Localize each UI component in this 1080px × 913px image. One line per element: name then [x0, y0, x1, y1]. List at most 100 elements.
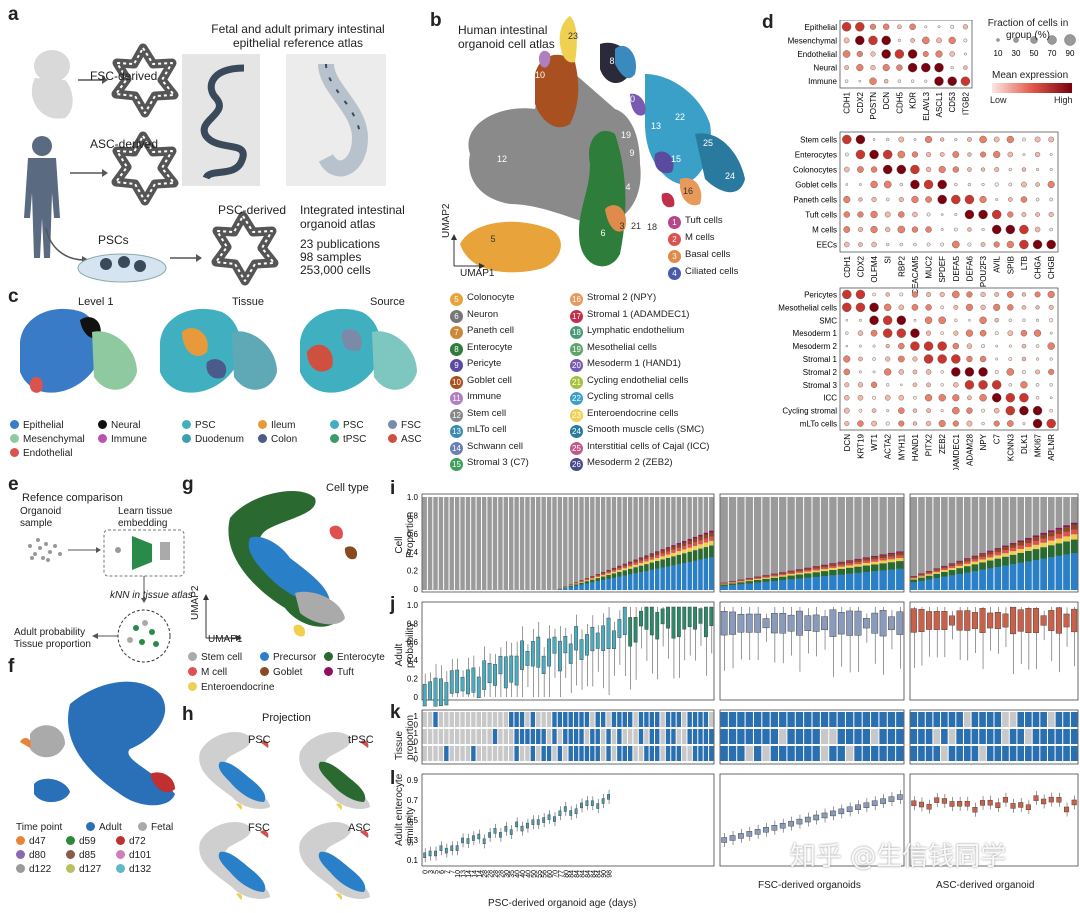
dot-d3-7-3 [886, 383, 890, 387]
bar-seg-1-19-5 [879, 554, 887, 556]
bar-seg-1-5-1 [762, 578, 770, 582]
dot-d3-0-11 [994, 292, 1000, 297]
k-cell-0-19-0 [525, 712, 530, 727]
dot-d3-3-13 [1020, 329, 1028, 337]
dot-d3-5-6 [923, 354, 934, 364]
bar-stem-0-14 [498, 497, 503, 590]
bar-seg-0-50-1 [692, 550, 698, 561]
bar-stem-1-19 [879, 497, 887, 590]
bar-seg-0-42-3 [649, 557, 655, 560]
bar-stem-2-8 [971, 497, 979, 590]
k-cell-1-18-1 [871, 729, 879, 744]
dot-d1-0-1 [855, 22, 865, 32]
watermark: 知乎 @生信钱同学 [790, 842, 1007, 872]
b-legend-col1: 5 Colonocyte 6 Neuron 7 Paneth cell 8 Enterocyt… [450, 292, 529, 474]
k-cell-0-44-2 [660, 746, 665, 761]
dot-d1-4-3 [884, 79, 889, 84]
k-cell-1-21-2 [896, 746, 904, 761]
panel_j-tick-4: 0.8 [407, 619, 419, 628]
bar-seg-1-3-1 [745, 581, 753, 584]
b-legend-item-9: 9 Pericyte [450, 358, 529, 375]
h-label-tpsc: tPSC [348, 734, 374, 746]
bar-seg-2-9-5 [979, 553, 986, 555]
box-j-2-8 [971, 612, 978, 629]
k-cell-0-52-0 [703, 712, 709, 727]
bar-seg-0-29-0 [579, 584, 584, 590]
panel-label-b: b [430, 10, 442, 31]
box-j-2-19 [1055, 607, 1062, 634]
b-side-item-1: 1 Tuft cells [668, 215, 738, 232]
learn-embedding-label: Learn tissue embedding [118, 506, 173, 529]
l-xtick-9: 14 [471, 870, 478, 878]
bar-seg-1-16-1 [854, 566, 862, 573]
bar-seg-2-1-0 [918, 580, 925, 590]
k-cell-1-4-1 [753, 729, 762, 744]
dot-d3-5-1 [858, 356, 863, 362]
k-cell-0-21-1 [536, 729, 541, 744]
bar-seg-0-36-4 [617, 566, 622, 569]
dot-d2-5-7 [940, 213, 944, 216]
box-l-2-3 [934, 797, 940, 803]
bar-stem-2-2 [925, 497, 933, 590]
dot-d3-10-3 [885, 421, 890, 426]
bar-seg-0-34-2 [606, 573, 611, 575]
box-j-1-12 [821, 616, 828, 631]
dot-d3-3-2 [870, 329, 878, 337]
dot-d3-1-10 [980, 304, 986, 310]
panel_k-tick-0: 1 [414, 712, 419, 721]
dot-d2-4-1 [858, 197, 863, 202]
dot-d3-5-10 [979, 355, 987, 363]
box-l-2-15 [1025, 804, 1031, 810]
b-legend-col2: 16 Stromal 2 (NPY) 17 Stromal 1 (ADAMDEC1) 1… [570, 292, 709, 474]
panel-b-umap: 12 10 23 8 6 5 20 13 22 15 25 24 25 16 2… [451, 16, 745, 273]
bar-stem-2-0 [910, 497, 918, 590]
box-l-0-8 [466, 838, 470, 844]
legend-tpsc: tPSC [330, 434, 366, 445]
k-cell-2-19-0 [1055, 712, 1063, 727]
panel-label-i: i [390, 478, 396, 499]
dot-d2-1-14 [1034, 151, 1041, 158]
size-legend-value-3: 70 [1048, 49, 1057, 58]
box-l-0-7 [461, 837, 464, 844]
bar-seg-2-16-1 [1032, 549, 1040, 561]
dot-d2-7-10 [980, 242, 986, 247]
bar-seg-1-1-3 [728, 581, 737, 583]
bar-seg-0-50-3 [692, 542, 698, 546]
l-xtick-3: 6 [439, 870, 446, 874]
dot-d2-6-7 [940, 228, 944, 231]
dot-d1-2-0 [842, 50, 851, 58]
k-cell-2-4-2 [941, 746, 948, 761]
bar-seg-1-17-5 [862, 557, 871, 559]
panel_j-tick-5: 1.0 [407, 601, 419, 610]
bar-seg-0-40-1 [638, 565, 644, 573]
dot-d3-9-15 [1049, 408, 1053, 413]
box-l-1-2 [738, 833, 744, 839]
k-cell-0-29-0 [579, 712, 584, 727]
k-cell-1-0-1 [720, 729, 728, 744]
k-cell-0-3-0 [438, 712, 444, 727]
k-cell-1-11-1 [812, 729, 820, 744]
box-l-2-8 [972, 807, 978, 813]
dotplot-d3-col-13: DLK1 [1020, 433, 1029, 454]
dot-d2-7-9 [967, 242, 972, 247]
box-j-0-9 [471, 667, 476, 693]
bar-seg-1-8-4 [787, 571, 795, 573]
box-l-1-10 [804, 816, 811, 823]
k-cell-0-21-2 [536, 746, 541, 761]
box-l-0-14 [499, 832, 502, 838]
k-cell-0-11-2 [481, 746, 487, 761]
b-legend-item-6: 6 Neuron [450, 309, 529, 326]
box-l-0-5 [450, 845, 454, 851]
dotplot-d3-frame [839, 287, 1059, 431]
bar-seg-0-34-0 [606, 578, 611, 590]
k-cell-2-16-1 [1032, 729, 1040, 744]
f-legend-d85: d85 [66, 850, 96, 861]
bar-seg-1-12-4 [820, 565, 829, 568]
dot-d3-10-7 [938, 420, 946, 428]
k-cell-2-10-0 [986, 712, 994, 727]
bar-seg-0-47-3 [676, 547, 682, 552]
dot-d3-9-1 [858, 408, 863, 413]
k-cell-0-26-1 [563, 729, 568, 744]
dot-d3-5-12 [1008, 357, 1013, 361]
